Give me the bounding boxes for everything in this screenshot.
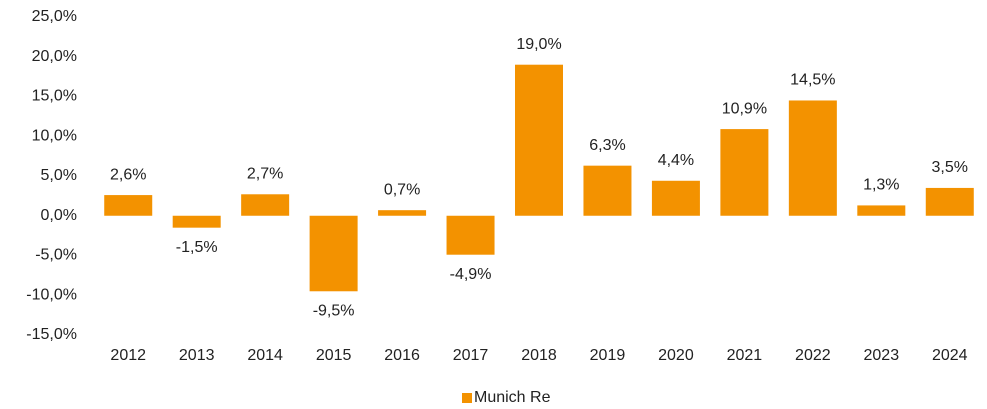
value-label: 2,6% bbox=[110, 166, 146, 183]
value-label: 14,5% bbox=[790, 72, 835, 89]
y-tick-label: 25,0% bbox=[32, 8, 77, 25]
bar bbox=[172, 215, 221, 228]
bar bbox=[720, 129, 769, 216]
bar bbox=[241, 194, 290, 216]
x-tick-label: 2018 bbox=[521, 347, 557, 364]
y-tick-label: -15,0% bbox=[26, 326, 77, 343]
y-tick-label: 0,0% bbox=[41, 207, 77, 224]
x-tick-label: 2013 bbox=[179, 347, 215, 364]
bar bbox=[925, 187, 974, 216]
value-label: 3,5% bbox=[932, 159, 968, 176]
bar bbox=[583, 165, 632, 216]
value-label: 2,7% bbox=[247, 166, 283, 183]
bar bbox=[651, 180, 700, 216]
y-tick-label: -5,0% bbox=[35, 247, 77, 264]
value-label: 4,4% bbox=[658, 152, 694, 169]
x-tick-label: 2019 bbox=[590, 347, 626, 364]
x-tick-label: 2022 bbox=[795, 347, 831, 364]
y-tick-label: 20,0% bbox=[32, 48, 77, 65]
bar bbox=[309, 215, 358, 292]
bar bbox=[104, 195, 153, 216]
value-label: 1,3% bbox=[863, 177, 899, 194]
y-tick-label: -10,0% bbox=[26, 286, 77, 303]
value-label: 19,0% bbox=[516, 36, 561, 53]
legend-label: Munich Re bbox=[474, 389, 551, 406]
x-tick-label: 2015 bbox=[316, 347, 352, 364]
x-tick-label: 2023 bbox=[864, 347, 900, 364]
value-label: -9,5% bbox=[313, 302, 355, 319]
bar bbox=[378, 210, 427, 216]
x-tick-label: 2021 bbox=[727, 347, 763, 364]
x-tick-label: 2020 bbox=[658, 347, 694, 364]
x-tick-label: 2016 bbox=[384, 347, 420, 364]
x-tick-label: 2017 bbox=[453, 347, 489, 364]
x-tick-label: 2014 bbox=[247, 347, 283, 364]
y-tick-label: 5,0% bbox=[41, 167, 77, 184]
bar bbox=[446, 215, 495, 255]
value-label: -4,9% bbox=[450, 266, 492, 283]
y-tick-label: 15,0% bbox=[32, 88, 77, 105]
bar bbox=[515, 64, 563, 216]
y-tick-label: 10,0% bbox=[32, 127, 77, 144]
value-label: 0,7% bbox=[384, 181, 420, 198]
bar bbox=[857, 205, 906, 216]
value-label: -1,5% bbox=[176, 239, 218, 256]
x-tick-label: 2024 bbox=[932, 347, 968, 364]
bar bbox=[788, 100, 837, 216]
value-label: 6,3% bbox=[589, 137, 625, 154]
value-label: 10,9% bbox=[722, 100, 767, 117]
x-tick-label: 2012 bbox=[110, 347, 146, 364]
legend-swatch bbox=[462, 393, 472, 403]
